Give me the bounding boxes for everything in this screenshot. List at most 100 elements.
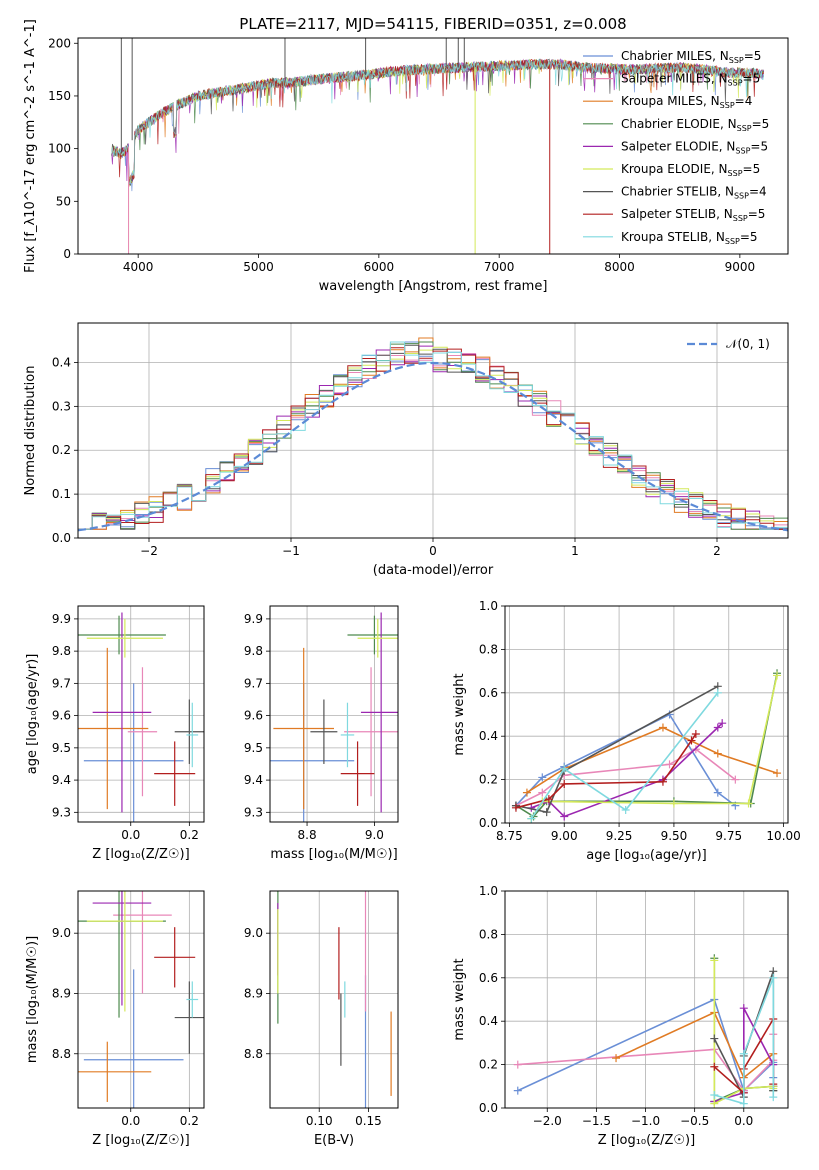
y-tick-label: 9.7 <box>52 676 71 690</box>
y-tick-label: 0.8 <box>479 927 498 941</box>
x-tick-label: 0.0 <box>121 1114 140 1128</box>
x-tick-label: 1 <box>571 544 579 558</box>
series-line <box>530 692 719 820</box>
x-tick-label: 9.75 <box>715 829 742 843</box>
series-marker <box>658 777 667 786</box>
y-tick-label: 0.6 <box>479 686 498 700</box>
series-marker <box>612 1054 621 1063</box>
series-marker <box>713 688 722 697</box>
x-tick-label: 9.0 <box>365 828 384 842</box>
age-vs-Z-plot-area <box>78 612 204 822</box>
y-tick-label: 1.0 <box>479 599 498 613</box>
series-marker <box>527 814 536 823</box>
spectrum-frame <box>77 37 789 255</box>
y-tick-label: 9.5 <box>244 741 263 755</box>
legend-entry: Salpeter ELODIE, NSSP=5 <box>621 139 768 155</box>
series-line <box>615 1011 774 1079</box>
x-axis-label: Z [log₁₀(Z/Z☉)] <box>92 847 189 862</box>
massweight-vs-Z-plot-area <box>513 954 778 1108</box>
y-tick-label: 0.1 <box>52 487 71 501</box>
x-tick-label: 9.25 <box>606 829 633 843</box>
series-marker <box>718 719 727 728</box>
y-tick-label: 8.8 <box>52 1047 71 1061</box>
mass-vs-Z-frame <box>77 890 205 1109</box>
mass-vs-ebv-axes: 0.10 0.15 8.8 8.9 9.0 E(B-V) <box>244 891 398 1148</box>
age-vs-mass-frame <box>269 605 399 823</box>
x-axis-label: mass [log₁₀(M/M☉)] <box>270 847 397 862</box>
series-marker <box>511 803 520 812</box>
residuals-frame <box>77 322 789 539</box>
x-tick-label: 10.00 <box>766 829 800 843</box>
x-tick-label: 2 <box>713 544 721 558</box>
spectrum-axes: 4000 5000 6000 7000 8000 9000 0 50 100 150 200 wave… <box>23 19 755 294</box>
y-tick-label: 0.0 <box>479 1101 498 1115</box>
series-marker <box>560 779 569 788</box>
series-marker <box>773 769 782 778</box>
x-tick-label: 6000 <box>364 260 395 274</box>
series-marker <box>710 1034 719 1043</box>
series-marker <box>513 1086 522 1095</box>
x-tick-label: 9.00 <box>551 829 578 843</box>
y-tick-label: 9.9 <box>244 612 263 626</box>
series-marker <box>710 956 719 965</box>
x-tick-label: 8000 <box>604 260 635 274</box>
x-tick-label: −0.5 <box>680 1114 709 1128</box>
figure-title: PLATE=2117, MJD=54115, FIBERID=0351, z=0… <box>239 15 626 33</box>
y-tick-label: 9.4 <box>52 773 71 787</box>
y-tick-label: 0.2 <box>479 1058 498 1072</box>
spectrum-line <box>111 57 765 185</box>
series-marker <box>538 773 547 782</box>
massweight-vs-age-axes: 8.75 9.00 9.25 9.50 9.75 10.00 0.0 0.2 0.4 0.6 0.8… <box>452 599 801 863</box>
series-marker <box>513 1060 522 1069</box>
x-tick-label: 8.8 <box>298 828 317 842</box>
spectrum-line <box>111 59 765 187</box>
age-vs-Z-frame <box>77 605 205 823</box>
x-tick-label: −2.0 <box>533 1114 562 1128</box>
x-tick-label: −1 <box>282 544 300 558</box>
x-tick-label: 8.75 <box>496 829 523 843</box>
series-marker <box>739 1004 748 1013</box>
y-tick-label: 0.4 <box>479 1014 498 1028</box>
x-tick-label: 0 <box>429 544 437 558</box>
y-tick-label: 0.2 <box>479 773 498 787</box>
histogram-series <box>78 341 788 530</box>
series-marker <box>710 1099 719 1108</box>
series-marker <box>691 730 700 739</box>
series-marker <box>739 1099 748 1108</box>
gaussian-curve <box>78 361 788 532</box>
y-axis-label: mass weight <box>452 958 467 1040</box>
y-tick-label: 8.8 <box>244 1047 263 1061</box>
y-tick-label: 9.4 <box>244 773 263 787</box>
legend-entry: Kroupa STELIB, NSSP=5 <box>621 230 758 246</box>
age-vs-Z-axes: 0.0 0.2 9.3 9.4 9.5 9.6 9.7 9.8 9.9 Z [log₁₀(Z/Z☉… <box>25 606 204 862</box>
y-tick-label: 9.8 <box>52 644 71 658</box>
series-marker <box>713 788 722 797</box>
series-marker <box>769 1093 778 1102</box>
y-tick-label: 9.6 <box>52 709 71 723</box>
series-line <box>515 748 736 807</box>
legend-entry: Salpeter MILES, NSSP=5 <box>621 72 760 88</box>
series-marker <box>710 1090 719 1099</box>
series-line <box>531 722 723 818</box>
y-axis-label: mass [log₁₀(M/M☉)] <box>25 936 40 1063</box>
y-tick-label: 0.6 <box>479 971 498 985</box>
x-tick-label: −1.0 <box>631 1114 660 1128</box>
series-marker <box>769 973 778 982</box>
spectrum-plot-area <box>111 38 765 254</box>
x-tick-label: 0.0 <box>121 828 140 842</box>
chart-panels: 4000 5000 6000 7000 8000 9000 0 50 100 150 200 wave… <box>23 19 801 1148</box>
x-tick-label: 9000 <box>725 260 756 274</box>
x-axis-label: E(B-V) <box>314 1133 354 1148</box>
x-tick-label: 7000 <box>484 260 515 274</box>
y-tick-label: 50 <box>56 194 71 208</box>
x-tick-label: −2 <box>140 544 158 558</box>
series-marker <box>744 799 753 808</box>
y-tick-label: 100 <box>48 142 71 156</box>
age-vs-mass-axes: 8.8 9.0 9.3 9.4 9.5 9.6 9.7 9.8 9.9 mass [log₁₀(M… <box>244 606 398 862</box>
series-marker <box>713 723 722 732</box>
legend-entry: Chabrier ELODIE, NSSP=5 <box>621 117 769 133</box>
y-tick-label: 0.0 <box>52 531 71 545</box>
x-tick-label: −1.5 <box>582 1114 611 1128</box>
legend-entry: Kroupa MILES, NSSP=4 <box>621 94 752 110</box>
residuals-plot-area <box>78 337 788 532</box>
